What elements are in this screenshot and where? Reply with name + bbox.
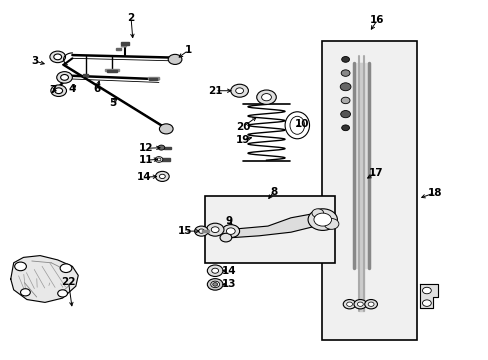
Circle shape [50, 51, 65, 63]
Text: 17: 17 [368, 168, 383, 178]
Circle shape [261, 94, 271, 101]
Circle shape [194, 226, 208, 236]
Circle shape [207, 265, 223, 276]
Bar [205, 196, 334, 263]
Text: 3: 3 [32, 56, 39, 66]
Circle shape [256, 90, 276, 104]
Polygon shape [354, 63, 368, 268]
Text: 18: 18 [427, 188, 442, 198]
Text: 19: 19 [235, 135, 250, 145]
Circle shape [55, 88, 62, 94]
Text: 4: 4 [68, 84, 76, 94]
Circle shape [235, 88, 243, 94]
Text: 6: 6 [93, 84, 100, 94]
Circle shape [422, 287, 430, 294]
Polygon shape [202, 230, 209, 232]
Circle shape [341, 125, 349, 131]
Circle shape [313, 213, 331, 226]
Text: 12: 12 [138, 143, 153, 153]
Polygon shape [359, 63, 364, 311]
Circle shape [57, 72, 72, 83]
Text: 16: 16 [369, 15, 384, 25]
Polygon shape [161, 158, 170, 161]
Text: 14: 14 [221, 266, 236, 276]
Circle shape [422, 300, 430, 306]
Polygon shape [149, 78, 157, 80]
Circle shape [341, 70, 349, 76]
Circle shape [51, 85, 66, 96]
Bar [321, 41, 416, 340]
Circle shape [20, 289, 30, 296]
Circle shape [222, 225, 239, 238]
Text: 1: 1 [184, 45, 191, 55]
Circle shape [357, 302, 363, 306]
Circle shape [341, 57, 349, 62]
Polygon shape [106, 70, 117, 72]
Text: 14: 14 [137, 172, 151, 182]
Circle shape [168, 54, 182, 64]
Text: 21: 21 [207, 86, 222, 96]
Text: 5: 5 [109, 98, 116, 108]
Circle shape [60, 264, 72, 273]
Circle shape [207, 279, 223, 290]
Polygon shape [121, 42, 128, 45]
Circle shape [341, 97, 349, 104]
Circle shape [155, 157, 163, 162]
Text: 7: 7 [49, 85, 57, 95]
Circle shape [340, 111, 350, 118]
Text: 22: 22 [61, 276, 76, 287]
Polygon shape [163, 147, 171, 149]
Text: 13: 13 [221, 279, 236, 289]
Circle shape [211, 268, 218, 273]
Circle shape [230, 84, 248, 97]
Circle shape [220, 233, 231, 242]
Circle shape [343, 300, 355, 309]
Text: 2: 2 [127, 13, 134, 23]
Circle shape [226, 228, 235, 234]
Circle shape [211, 227, 219, 233]
Circle shape [307, 209, 337, 230]
Circle shape [206, 223, 224, 236]
Text: 10: 10 [294, 119, 309, 129]
Polygon shape [83, 74, 88, 76]
Circle shape [159, 124, 173, 134]
Polygon shape [215, 212, 326, 238]
Circle shape [155, 171, 169, 181]
Circle shape [54, 54, 61, 60]
Text: 9: 9 [225, 216, 232, 226]
Polygon shape [11, 256, 78, 302]
Text: 11: 11 [138, 155, 153, 165]
Polygon shape [121, 43, 128, 47]
Text: 8: 8 [270, 186, 277, 197]
Circle shape [61, 75, 68, 80]
Circle shape [346, 302, 352, 306]
Circle shape [159, 174, 165, 179]
Circle shape [210, 281, 219, 288]
Circle shape [311, 209, 323, 217]
Circle shape [158, 145, 164, 150]
Text: 15: 15 [177, 226, 192, 236]
Circle shape [367, 302, 373, 306]
Circle shape [340, 83, 350, 91]
Polygon shape [419, 284, 437, 308]
Circle shape [198, 229, 204, 233]
Polygon shape [105, 69, 119, 71]
Polygon shape [116, 48, 121, 50]
Circle shape [58, 290, 67, 297]
Circle shape [324, 219, 338, 229]
Circle shape [15, 262, 26, 271]
Circle shape [212, 283, 217, 286]
Circle shape [157, 158, 161, 161]
Polygon shape [147, 77, 159, 79]
Circle shape [353, 300, 366, 309]
Text: 20: 20 [235, 122, 250, 132]
Circle shape [364, 300, 377, 309]
